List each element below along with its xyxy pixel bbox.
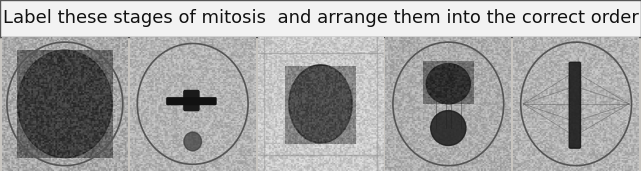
Circle shape <box>184 132 201 151</box>
Text: Label these stages of mitosis  and arrange them into the correct order: Label these stages of mitosis and arrang… <box>3 9 638 27</box>
Ellipse shape <box>426 64 470 104</box>
Ellipse shape <box>18 50 112 158</box>
FancyBboxPatch shape <box>167 98 216 104</box>
Ellipse shape <box>431 111 466 146</box>
Ellipse shape <box>289 65 352 143</box>
FancyBboxPatch shape <box>184 90 199 111</box>
FancyBboxPatch shape <box>569 62 581 148</box>
